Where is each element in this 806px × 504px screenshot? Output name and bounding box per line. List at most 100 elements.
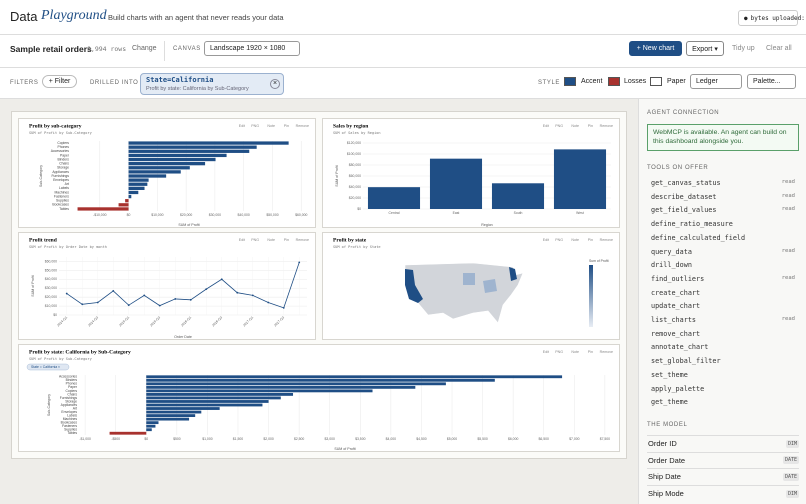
theme-value: Ledger	[696, 78, 718, 85]
y-tick-label: Accessories	[59, 375, 77, 379]
chart-action[interactable]: Remove	[296, 238, 309, 242]
bar	[146, 385, 416, 389]
chart-action[interactable]: Edit	[543, 124, 549, 128]
line-point	[158, 304, 161, 307]
y-tick-label: $50,000	[45, 268, 57, 272]
line-point	[112, 290, 115, 292]
chart-action[interactable]: Pin	[284, 238, 289, 242]
line-point	[96, 301, 99, 304]
line-point	[236, 291, 239, 294]
x-axis-label: SUM of Profit	[334, 447, 355, 451]
canvas-select[interactable]: Landscape 1920 × 1080	[204, 41, 300, 56]
change-dataset[interactable]: Change	[132, 45, 157, 52]
palette-select[interactable]: Palette...	[747, 74, 796, 89]
chart-title: Sales by region	[333, 123, 368, 129]
chart-action[interactable]: Note	[571, 350, 579, 354]
chart-panel[interactable]: Profit trend SUM of Profit by Order Date …	[18, 232, 316, 340]
chart-panel[interactable]: Profit by state: California by Sub-Categ…	[18, 344, 620, 452]
tidy-button[interactable]: Tidy up	[732, 45, 755, 52]
tool-name: update_chart	[651, 302, 701, 311]
new-chart-label: + New chart	[636, 45, 675, 52]
chart-action[interactable]: Note	[267, 124, 275, 128]
y-tick-label: Furnishings	[51, 174, 69, 178]
chart-action[interactable]: Note	[267, 238, 275, 242]
y-tick-label: $80,000	[349, 163, 361, 167]
chart-action[interactable]: PNG	[555, 238, 563, 242]
line-point	[65, 292, 68, 295]
upload-status: ●bytes uploaded:0	[738, 10, 805, 26]
chart-action[interactable]: Remove	[296, 124, 309, 128]
losses-label: Losses	[624, 78, 647, 85]
agent-title: AGENT CONNECTION	[647, 110, 720, 116]
brand: Data	[10, 9, 38, 24]
tool-row: get_canvas_status read	[651, 179, 795, 187]
bar	[429, 158, 483, 209]
chart-action[interactable]: Remove	[600, 350, 613, 354]
theme-select[interactable]: Ledger	[690, 74, 742, 89]
paper-label: Paper	[667, 78, 686, 85]
chart-action[interactable]: Remove	[600, 238, 613, 242]
accent-swatch[interactable]	[564, 77, 576, 86]
x-tick-label: -$1,000	[79, 437, 91, 441]
x-tick-label: -$10,000	[93, 213, 106, 217]
x-tick-label: $3,000	[325, 437, 335, 441]
chart-action[interactable]: Pin	[588, 238, 593, 242]
chip-close[interactable]: ×	[270, 79, 280, 89]
bar	[128, 170, 181, 174]
tool-row: apply_palette	[651, 385, 795, 393]
chart-action[interactable]: Edit	[239, 124, 245, 128]
chart-title: Profit by state: California by Sub-Categ…	[29, 349, 131, 355]
bar	[146, 382, 446, 386]
header: Data Playground Build charts with an age…	[0, 0, 806, 35]
chart-action[interactable]: PNG	[555, 124, 563, 128]
tool-tag: read	[781, 274, 795, 281]
legend-title: Sum of Profit	[589, 259, 609, 263]
clear-button[interactable]: Clear all	[766, 45, 792, 52]
chart-action[interactable]: Pin	[284, 124, 289, 128]
x-tick-label: $0	[144, 437, 148, 441]
chart-action[interactable]: PNG	[555, 350, 563, 354]
bar	[77, 207, 129, 211]
canvas-label: CANVAS	[173, 46, 201, 52]
x-tick-label: $4,500	[416, 437, 426, 441]
x-tick-label: $7,500	[600, 437, 610, 441]
chart-panel[interactable]: Profit by sub-category SUM of Profit by S…	[18, 118, 316, 228]
tool-name: set_theme	[651, 370, 688, 379]
chart-action[interactable]: Pin	[588, 124, 593, 128]
chart-panel[interactable]: Sales by region SUM of Sales by Region Rem…	[322, 118, 620, 228]
chip-title: State=California	[146, 76, 214, 84]
line-point	[298, 261, 301, 264]
x-tick-label: Central	[389, 211, 400, 215]
tool-row: set_global_filter	[651, 357, 795, 365]
y-tick-label: Bookcases	[61, 421, 78, 425]
chart-action[interactable]: Edit	[543, 350, 549, 354]
chart-action[interactable]: PNG	[251, 124, 259, 128]
tagline: Build charts with an agent that never re…	[108, 13, 284, 22]
field-kind: DIM	[785, 489, 799, 498]
losses-swatch[interactable]	[608, 77, 620, 86]
drill-chip[interactable]: State=California Profit by state: Califo…	[140, 73, 284, 95]
tool-row: get_theme	[651, 398, 795, 406]
chart-action[interactable]: Edit	[543, 238, 549, 242]
bar	[146, 400, 269, 403]
bar	[128, 194, 132, 199]
chart-action[interactable]: Note	[571, 238, 579, 242]
y-tick-label: Binders	[66, 378, 78, 382]
chart-panel[interactable]: Profit by state SUM of Profit by State Rem…	[322, 232, 620, 340]
field-kind: DATE	[782, 472, 799, 481]
chart-action[interactable]: Note	[571, 124, 579, 128]
paper-swatch[interactable]	[650, 77, 662, 86]
x-tick-label: 2015-Q3	[149, 315, 161, 327]
bar	[146, 414, 196, 417]
x-tick-label: $40,000	[238, 213, 250, 217]
add-filter[interactable]: + Filter	[42, 75, 77, 88]
chart-action[interactable]: Remove	[600, 124, 613, 128]
chart-action[interactable]: Pin	[588, 350, 593, 354]
export-button[interactable]: Export ▾	[686, 41, 724, 56]
y-axis-label: Sub-Category	[39, 165, 43, 187]
tool-tag: read	[781, 179, 795, 185]
chart-subtitle: SUM of Profit by Sub-Category	[29, 131, 93, 135]
chart-action[interactable]: Edit	[239, 238, 245, 242]
new-chart-button[interactable]: + New chart	[629, 41, 682, 56]
chart-action[interactable]: PNG	[251, 238, 259, 242]
